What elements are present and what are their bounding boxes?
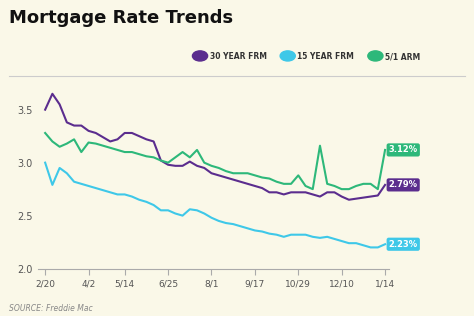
Text: 3.12%: 3.12% (389, 145, 418, 155)
Text: 2.23%: 2.23% (389, 240, 418, 249)
Text: 2.79%: 2.79% (389, 180, 418, 189)
Text: 30 YEAR FRM: 30 YEAR FRM (210, 52, 266, 61)
Text: SOURCE: Freddie Mac: SOURCE: Freddie Mac (9, 304, 93, 313)
Text: Mortgage Rate Trends: Mortgage Rate Trends (9, 9, 234, 27)
Text: 5/1 ARM: 5/1 ARM (385, 52, 420, 61)
Text: 15 YEAR FRM: 15 YEAR FRM (297, 52, 354, 61)
